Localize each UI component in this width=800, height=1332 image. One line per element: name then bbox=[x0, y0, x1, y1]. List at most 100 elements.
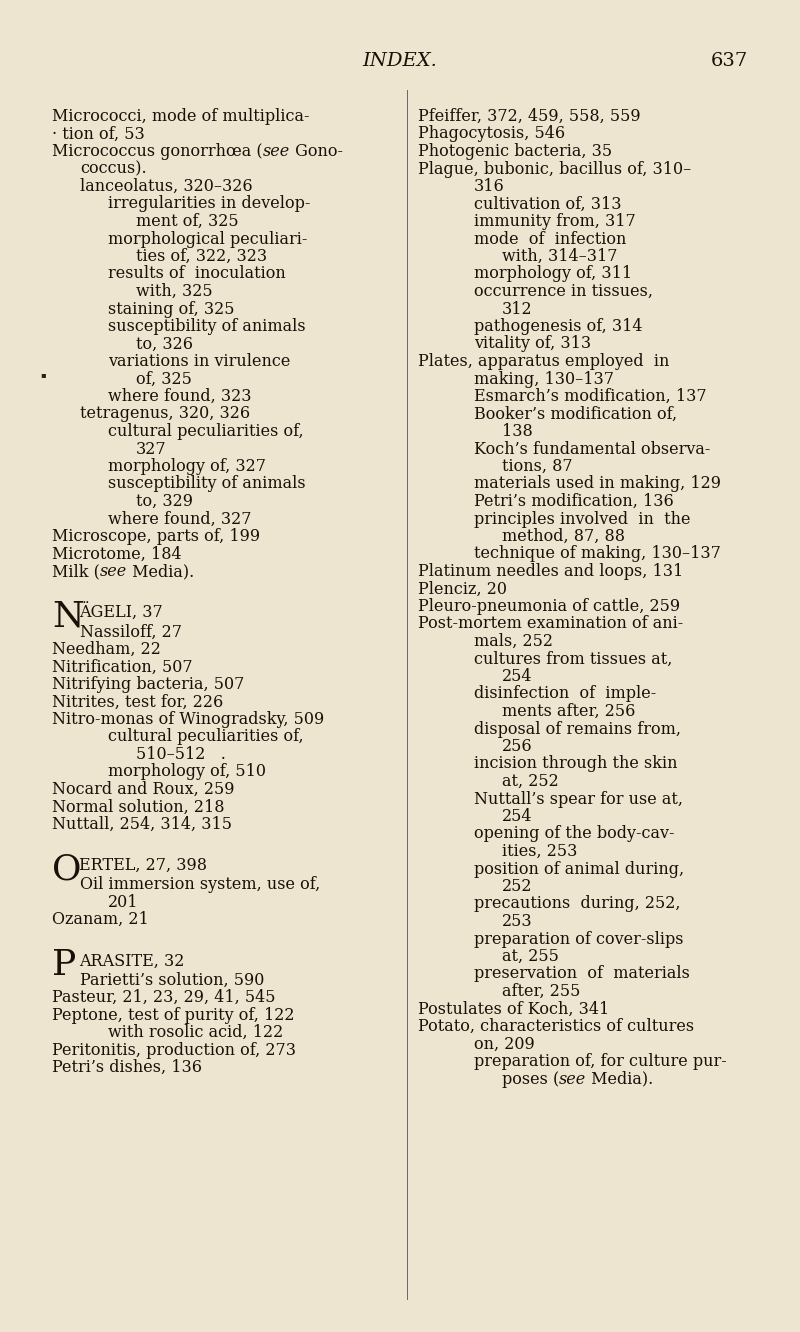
Text: at, 255: at, 255 bbox=[502, 948, 559, 964]
Text: · tion of, 53: · tion of, 53 bbox=[52, 125, 145, 143]
Text: pathogenesis of, 314: pathogenesis of, 314 bbox=[474, 318, 642, 336]
Text: Ozanam, 21: Ozanam, 21 bbox=[52, 911, 149, 928]
Text: mals, 252: mals, 252 bbox=[474, 633, 553, 650]
Text: Gono-: Gono- bbox=[290, 143, 343, 160]
Text: cultures from tissues at,: cultures from tissues at, bbox=[474, 650, 672, 667]
Text: ties of, 322, 323: ties of, 322, 323 bbox=[136, 248, 267, 265]
Text: 316: 316 bbox=[474, 178, 505, 194]
Text: of, 325: of, 325 bbox=[136, 370, 192, 388]
Text: 252: 252 bbox=[502, 878, 533, 895]
Text: ities, 253: ities, 253 bbox=[502, 843, 578, 860]
Text: where found, 327: where found, 327 bbox=[108, 510, 251, 527]
Text: precautions  during, 252,: precautions during, 252, bbox=[474, 895, 681, 912]
Text: Potato, characteristics of cultures: Potato, characteristics of cultures bbox=[418, 1018, 694, 1035]
Text: materials used in making, 129: materials used in making, 129 bbox=[474, 476, 721, 493]
Text: Plenciz, 20: Plenciz, 20 bbox=[418, 581, 507, 598]
Text: irregularities in develop-: irregularities in develop- bbox=[108, 196, 310, 213]
Text: P: P bbox=[52, 948, 76, 982]
Text: ARASITE, 32: ARASITE, 32 bbox=[78, 952, 184, 970]
Text: O: O bbox=[52, 852, 82, 887]
Text: susceptibility of animals: susceptibility of animals bbox=[108, 476, 306, 493]
Text: with, 325: with, 325 bbox=[136, 282, 213, 300]
Text: 256: 256 bbox=[502, 738, 533, 755]
Text: cultivation of, 313: cultivation of, 313 bbox=[474, 196, 622, 213]
Text: at, 252: at, 252 bbox=[502, 773, 558, 790]
Text: 254: 254 bbox=[502, 669, 533, 685]
Text: Nassiloff, 27: Nassiloff, 27 bbox=[80, 623, 182, 641]
Text: preparation of, for culture pur-: preparation of, for culture pur- bbox=[474, 1054, 726, 1070]
Text: morphological peculiari-: morphological peculiari- bbox=[108, 230, 307, 248]
Text: tions, 87: tions, 87 bbox=[502, 458, 573, 476]
Text: Normal solution, 218: Normal solution, 218 bbox=[52, 798, 225, 815]
Text: making, 130–137: making, 130–137 bbox=[474, 370, 614, 388]
Text: Petri’s dishes, 136: Petri’s dishes, 136 bbox=[52, 1059, 202, 1076]
Text: Pasteur, 21, 23, 29, 41, 545: Pasteur, 21, 23, 29, 41, 545 bbox=[52, 990, 275, 1006]
Text: occurrence in tissues,: occurrence in tissues, bbox=[474, 282, 653, 300]
Text: on, 209: on, 209 bbox=[474, 1035, 534, 1052]
Text: Nitrification, 507: Nitrification, 507 bbox=[52, 658, 193, 675]
Text: tetragenus, 320, 326: tetragenus, 320, 326 bbox=[80, 405, 250, 422]
Text: 312: 312 bbox=[502, 301, 533, 317]
Text: variations in virulence: variations in virulence bbox=[108, 353, 290, 370]
Text: to, 326: to, 326 bbox=[136, 336, 193, 353]
Text: to, 329: to, 329 bbox=[136, 493, 193, 510]
Text: Nuttall’s spear for use at,: Nuttall’s spear for use at, bbox=[474, 790, 683, 807]
Text: Microtome, 184: Microtome, 184 bbox=[52, 546, 182, 562]
Text: ments after, 256: ments after, 256 bbox=[502, 703, 635, 721]
Text: Micrococci, mode of multiplica-: Micrococci, mode of multiplica- bbox=[52, 108, 310, 125]
Text: morphology of, 327: morphology of, 327 bbox=[108, 458, 266, 476]
Text: Microscope, parts of, 199: Microscope, parts of, 199 bbox=[52, 527, 260, 545]
Text: with rosolic acid, 122: with rosolic acid, 122 bbox=[108, 1024, 283, 1042]
Text: 510–512   .: 510–512 . bbox=[136, 746, 226, 763]
Text: coccus).: coccus). bbox=[80, 160, 146, 177]
Text: Petri’s modification, 136: Petri’s modification, 136 bbox=[474, 493, 674, 510]
Text: cultural peculiarities of,: cultural peculiarities of, bbox=[108, 424, 304, 440]
Text: Pfeiffer, 372, 459, 558, 559: Pfeiffer, 372, 459, 558, 559 bbox=[418, 108, 641, 125]
Text: 253: 253 bbox=[502, 912, 533, 930]
Text: Post-mortem examination of ani-: Post-mortem examination of ani- bbox=[418, 615, 683, 633]
Text: Phagocytosis, 546: Phagocytosis, 546 bbox=[418, 125, 565, 143]
Text: ERTEL, 27, 398: ERTEL, 27, 398 bbox=[78, 856, 206, 874]
Text: staining of, 325: staining of, 325 bbox=[108, 301, 234, 317]
Text: 201: 201 bbox=[108, 894, 138, 911]
Text: N: N bbox=[52, 599, 84, 634]
Text: Nuttall, 254, 314, 315: Nuttall, 254, 314, 315 bbox=[52, 817, 232, 832]
Text: poses (: poses ( bbox=[502, 1071, 559, 1087]
Text: 327: 327 bbox=[136, 441, 166, 457]
Text: Booker’s modification of,: Booker’s modification of, bbox=[474, 405, 677, 422]
Text: Nitrifying bacteria, 507: Nitrifying bacteria, 507 bbox=[52, 675, 244, 693]
Text: Nitrites, test for, 226: Nitrites, test for, 226 bbox=[52, 694, 223, 710]
Text: principles involved  in  the: principles involved in the bbox=[474, 510, 690, 527]
Text: Peritonitis, production of, 273: Peritonitis, production of, 273 bbox=[52, 1042, 296, 1059]
Text: with, 314–317: with, 314–317 bbox=[502, 248, 618, 265]
Text: ÄGELI, 37: ÄGELI, 37 bbox=[78, 605, 162, 622]
Text: Needham, 22: Needham, 22 bbox=[52, 641, 161, 658]
Text: Media).: Media). bbox=[127, 563, 194, 579]
Text: Micrococcus gonorrhœa (: Micrococcus gonorrhœa ( bbox=[52, 143, 262, 160]
Text: see: see bbox=[262, 143, 290, 160]
Text: where found, 323: where found, 323 bbox=[108, 388, 251, 405]
Text: 637: 637 bbox=[710, 52, 748, 71]
Text: Milk (: Milk ( bbox=[52, 563, 100, 579]
Text: preservation  of  materials: preservation of materials bbox=[474, 966, 690, 983]
Text: opening of the body-cav-: opening of the body-cav- bbox=[474, 826, 674, 843]
Text: Platinum needles and loops, 131: Platinum needles and loops, 131 bbox=[418, 563, 683, 579]
Text: Oil immersion system, use of,: Oil immersion system, use of, bbox=[80, 876, 320, 894]
Text: see: see bbox=[100, 563, 127, 579]
Text: lanceolatus, 320–326: lanceolatus, 320–326 bbox=[80, 178, 253, 194]
Text: vitality of, 313: vitality of, 313 bbox=[474, 336, 591, 353]
Text: Peptone, test of purity of, 122: Peptone, test of purity of, 122 bbox=[52, 1007, 294, 1023]
Text: method, 87, 88: method, 87, 88 bbox=[502, 527, 625, 545]
Text: Plague, bubonic, bacillus of, 310–: Plague, bubonic, bacillus of, 310– bbox=[418, 160, 691, 177]
Text: immunity from, 317: immunity from, 317 bbox=[474, 213, 636, 230]
Text: mode  of  infection: mode of infection bbox=[474, 230, 626, 248]
Text: morphology of, 311: morphology of, 311 bbox=[474, 265, 632, 282]
Text: INDEX.: INDEX. bbox=[362, 52, 438, 71]
Text: morphology of, 510: morphology of, 510 bbox=[108, 763, 266, 781]
Text: Media).: Media). bbox=[586, 1071, 654, 1087]
Text: ment of, 325: ment of, 325 bbox=[136, 213, 238, 230]
Text: Esmarch’s modification, 137: Esmarch’s modification, 137 bbox=[474, 388, 706, 405]
Text: results of  inoculation: results of inoculation bbox=[108, 265, 286, 282]
Text: cultural peculiarities of,: cultural peculiarities of, bbox=[108, 729, 304, 746]
Text: Pleuro-pneumonia of cattle, 259: Pleuro-pneumonia of cattle, 259 bbox=[418, 598, 680, 615]
